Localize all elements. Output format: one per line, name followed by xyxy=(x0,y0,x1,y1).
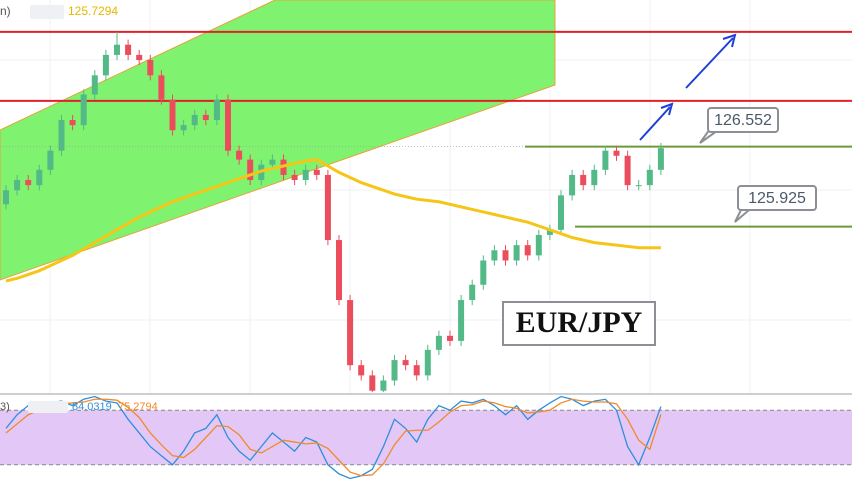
candle-body xyxy=(358,365,365,376)
candle-body xyxy=(535,234,542,256)
moving-average xyxy=(5,158,661,283)
candle-body xyxy=(180,125,187,131)
oscillator-line xyxy=(5,398,662,477)
legend-icons xyxy=(28,401,68,413)
candle-body xyxy=(380,380,387,391)
band-fill xyxy=(0,410,852,465)
candle-body xyxy=(369,375,376,391)
legend-header: n) xyxy=(0,4,11,18)
title-box xyxy=(502,301,656,346)
candle-body xyxy=(225,99,231,151)
candle-body xyxy=(424,349,431,376)
candle-body xyxy=(91,75,98,95)
candle-body xyxy=(302,169,309,181)
oscillator-line xyxy=(5,395,662,480)
legend-value: 84.0319 xyxy=(72,401,112,413)
candle-body xyxy=(58,120,65,151)
chart-title: EUR/JPY xyxy=(516,306,643,339)
candle-body xyxy=(269,159,276,165)
candle-body xyxy=(25,180,32,186)
candle-body xyxy=(613,150,620,156)
candle-body xyxy=(413,365,420,376)
candle-body xyxy=(524,245,531,256)
candle-body xyxy=(657,148,664,170)
price-pane: n) 125.7294 xyxy=(0,4,852,392)
candle-body xyxy=(125,44,132,55)
candle-body xyxy=(469,284,476,301)
candle-body xyxy=(191,114,198,126)
candle-body xyxy=(402,360,409,366)
candle-body xyxy=(324,174,331,241)
legend-value: 75.2794 xyxy=(118,401,158,413)
candle-body xyxy=(580,174,587,186)
candle-body xyxy=(291,174,298,181)
candle-body xyxy=(158,75,165,100)
candle-body xyxy=(114,44,120,55)
candle-body xyxy=(435,335,442,350)
candle-body xyxy=(169,99,176,131)
label-2: 125.925 xyxy=(734,185,817,223)
candle-body xyxy=(635,185,642,187)
candle-body xyxy=(458,300,465,341)
candle-body xyxy=(336,240,342,301)
candle-body xyxy=(313,169,320,175)
candle-body xyxy=(136,54,143,61)
candle-body xyxy=(513,245,520,261)
candle-body xyxy=(202,114,209,121)
candle-body xyxy=(558,195,564,230)
candle-body xyxy=(602,150,609,170)
level-label: 126.552 xyxy=(714,112,772,129)
legend-value: 125.7294 xyxy=(68,4,118,18)
candle-body xyxy=(502,250,509,261)
candle-body xyxy=(546,229,553,235)
candle-body xyxy=(491,250,498,261)
candle-body xyxy=(480,260,487,285)
candle-body xyxy=(102,54,109,76)
candle-body xyxy=(80,94,87,126)
candle-body xyxy=(236,150,243,160)
candle-body xyxy=(213,99,220,121)
candle-body xyxy=(3,190,9,205)
candle-body xyxy=(646,169,653,186)
level-label: 125.925 xyxy=(748,190,806,207)
candle-body xyxy=(624,155,631,186)
candle-body xyxy=(569,174,576,196)
candle-body xyxy=(591,169,598,186)
label-1: 126.552 xyxy=(699,107,779,144)
candle-body xyxy=(47,150,54,170)
candle-body xyxy=(36,169,43,186)
arrows xyxy=(639,33,737,141)
candle-body xyxy=(391,360,398,381)
candle-body xyxy=(447,335,453,341)
candle-body xyxy=(14,180,21,191)
legend-header: 3) xyxy=(0,401,10,413)
candle-body xyxy=(247,159,254,181)
candle-body xyxy=(69,120,76,126)
legend-icons xyxy=(30,5,64,19)
trend-channel xyxy=(0,0,556,281)
oscillator-pane: 3) 84.0319 75.2794 xyxy=(0,395,852,480)
candle-body xyxy=(347,300,354,366)
candle-body xyxy=(147,60,154,76)
